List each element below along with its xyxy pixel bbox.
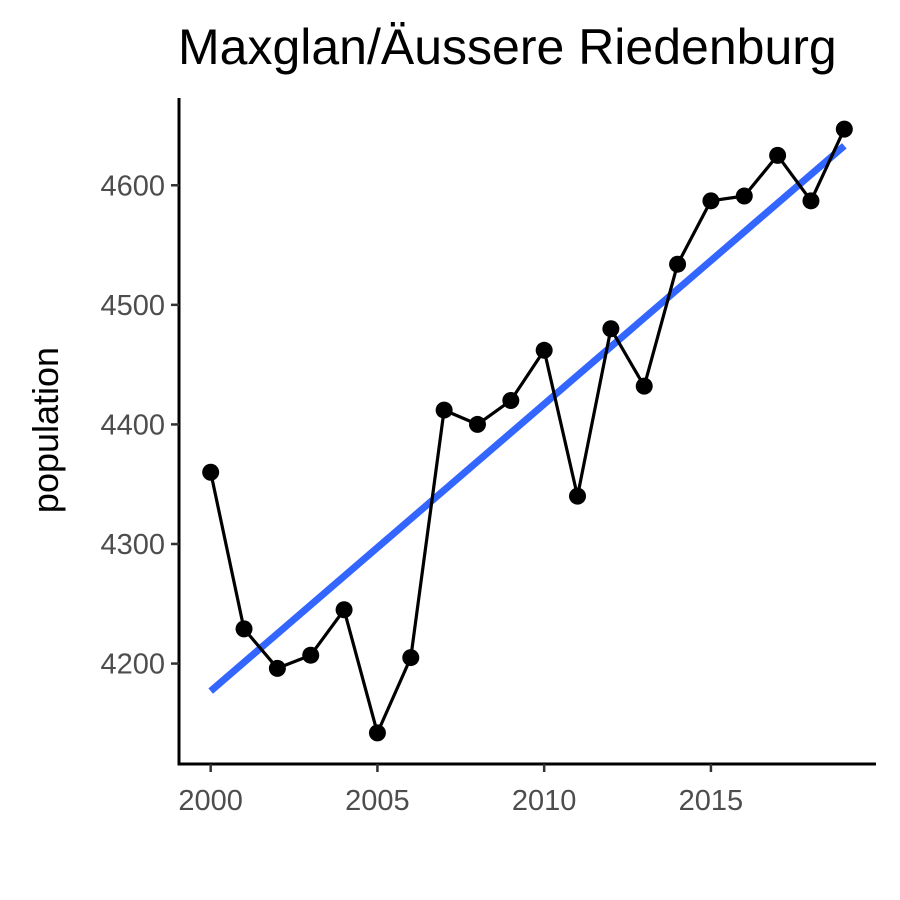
data-point (502, 392, 520, 410)
trend-layer (208, 143, 847, 694)
data-point (368, 724, 386, 742)
series-line (209, 128, 846, 735)
data-point (569, 487, 587, 505)
data-point (735, 187, 753, 205)
data-point (702, 192, 720, 210)
y-tick-label: 4600 (100, 170, 165, 202)
data-point (635, 377, 653, 395)
data-point (335, 601, 353, 619)
chart-title: Maxglan/Äussere Riedenburg (178, 19, 837, 75)
data-point (769, 146, 787, 164)
data-point (268, 659, 286, 677)
data-point (535, 341, 553, 359)
data-point (435, 401, 453, 419)
axes: 4200 4300 4400 4500 4600 2000 2005 2010 2015 (100, 98, 876, 817)
data-point (402, 649, 420, 667)
data-point (835, 120, 853, 138)
series-layer (202, 120, 853, 742)
data-point (802, 192, 820, 210)
y-tick-label: 4200 (100, 649, 165, 681)
data-point (669, 255, 687, 273)
x-tick-label: 2015 (679, 785, 744, 817)
x-tick-label: 2005 (345, 785, 410, 817)
y-tick-label: 4500 (100, 290, 165, 322)
x-tick-label: 2000 (178, 785, 243, 817)
trend-line (208, 143, 847, 694)
data-point (202, 463, 220, 481)
y-axis-title: population (25, 347, 66, 513)
data-point (468, 415, 486, 433)
y-tick-label: 4300 (100, 529, 165, 561)
x-tick-label: 2010 (512, 785, 577, 817)
data-point (602, 320, 620, 338)
data-point (235, 620, 253, 638)
data-point (302, 646, 320, 664)
y-tick-label: 4400 (100, 409, 165, 441)
